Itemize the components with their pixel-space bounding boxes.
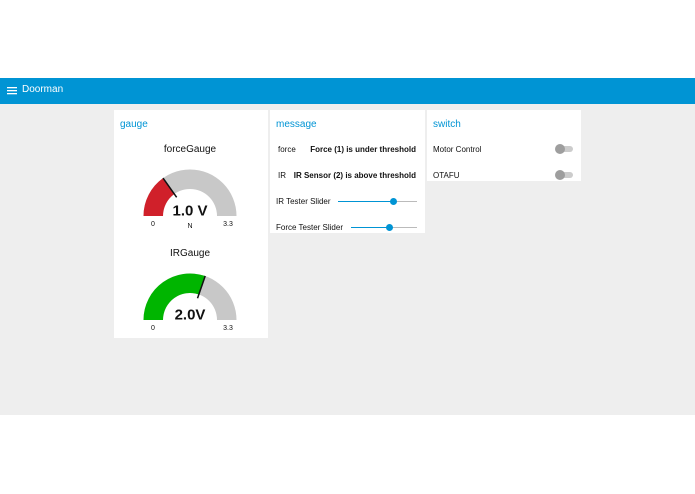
slider-fill — [351, 227, 389, 228]
switch-card: switch Motor Control OTAFU — [427, 110, 581, 181]
gauge-card: gauge forceGauge 1.0 V 0 3.3 N IRGauge 2.0V 0 3.… — [114, 110, 268, 338]
gauge-value-label: 1.0 V — [172, 203, 207, 220]
gauge-needle — [162, 177, 178, 198]
gauge-needle — [196, 275, 206, 299]
switch-track[interactable] — [557, 146, 573, 152]
switch-track[interactable] — [557, 172, 573, 178]
text-label: IR — [278, 171, 286, 180]
text-value: Force (1) is under threshold — [310, 145, 416, 154]
gauge-value-label: 2.0V — [175, 307, 206, 324]
slider-label: IR Tester Slider — [276, 197, 331, 206]
gauge-min: 0 — [151, 325, 155, 332]
app-title: Doorman — [22, 84, 64, 95]
gauge-units: N — [187, 223, 192, 230]
group-title: switch — [433, 119, 461, 130]
text-value: IR Sensor (2) is above threshold — [293, 171, 416, 180]
gauge-max: 3.3 — [223, 221, 233, 228]
group-title: message — [276, 119, 317, 130]
gauge-background — [143, 169, 237, 216]
gauge-title: IRGauge — [170, 248, 210, 259]
switch-label: Motor Control — [433, 145, 482, 154]
switch-knob[interactable] — [555, 170, 565, 180]
dashboard: gauge forceGauge 1.0 V 0 3.3 N IRGauge 2.0V 0 3.… — [0, 104, 695, 415]
toolbar: Doorman — [0, 78, 695, 104]
gauge-min: 0 — [151, 221, 155, 228]
slider-thumb[interactable] — [390, 198, 397, 205]
menu-icon[interactable] — [7, 86, 17, 95]
slider-fill — [338, 201, 393, 202]
gauge-value — [143, 178, 175, 216]
gauge-max: 3.3 — [223, 325, 233, 332]
message-card: message force Force (1) is under thresho… — [270, 110, 425, 233]
switch-knob[interactable] — [555, 144, 565, 154]
group-title: gauge — [120, 119, 148, 130]
gauges: forceGauge 1.0 V 0 3.3 N IRGauge 2.0V 0 3.3 — [143, 144, 237, 332]
switch-label: OTAFU — [433, 171, 460, 180]
gauge-title: forceGauge — [164, 144, 217, 155]
slider-thumb[interactable] — [386, 224, 393, 231]
slider-label: Force Tester Slider — [276, 223, 343, 232]
gauge-value — [143, 273, 206, 320]
text-label: force — [278, 145, 296, 154]
